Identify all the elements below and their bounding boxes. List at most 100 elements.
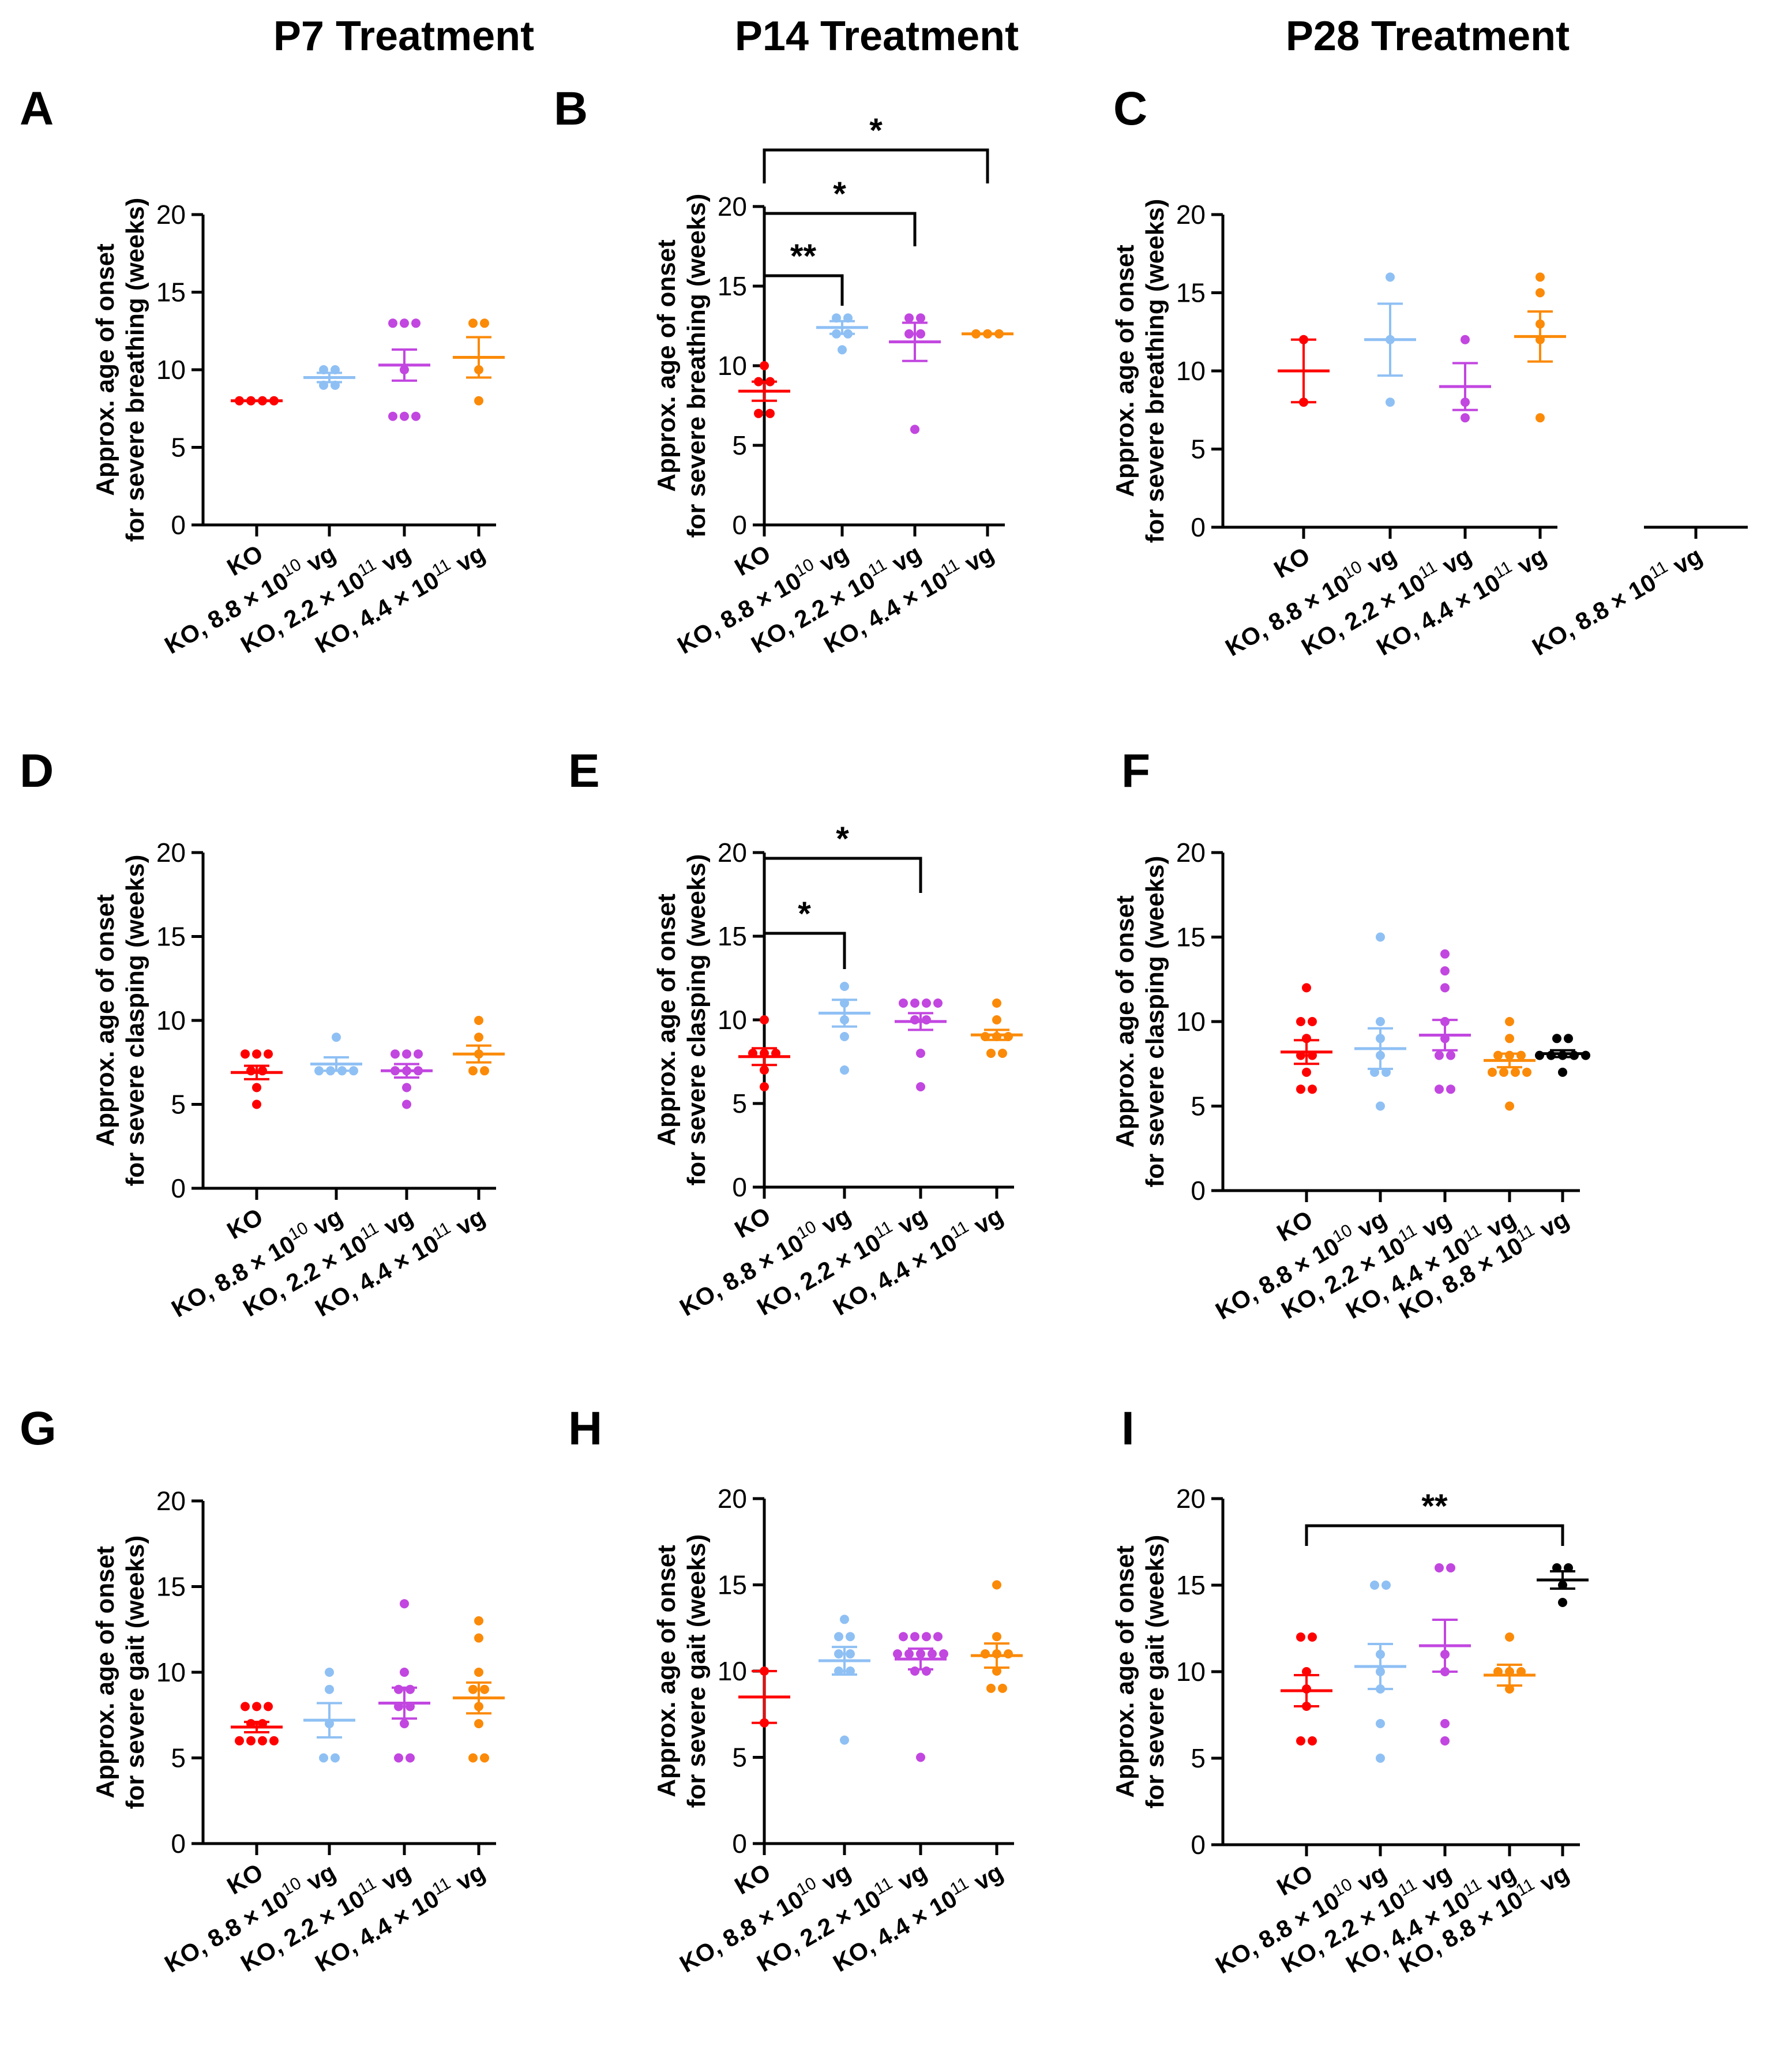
y-tick-label: 5 bbox=[1191, 1091, 1206, 1121]
x-tick-label-suffix: vg bbox=[296, 1858, 340, 1899]
significance-label: * bbox=[798, 895, 811, 933]
data-point bbox=[325, 1684, 334, 1694]
data-point bbox=[916, 1082, 925, 1091]
x-tick-label: KO bbox=[1272, 1205, 1317, 1247]
group-KO: KO bbox=[1272, 1632, 1332, 1901]
x-tick-label-main: KO, 8.8 × 10 bbox=[160, 566, 293, 659]
data-point bbox=[1558, 1598, 1567, 1607]
data-point bbox=[1296, 1632, 1305, 1642]
data-point bbox=[760, 1082, 769, 1091]
data-point bbox=[1505, 1034, 1514, 1043]
x-tick-label-main: KO bbox=[1272, 1859, 1317, 1901]
significance-bracket: ** bbox=[763, 238, 844, 306]
x-tick-label-main: KO bbox=[222, 1858, 267, 1900]
data-point bbox=[246, 1066, 256, 1076]
y-tick-label: 15 bbox=[718, 271, 747, 301]
data-point bbox=[846, 1649, 855, 1659]
data-point bbox=[480, 1066, 489, 1076]
column-header-p28: P28 Treatment bbox=[1285, 13, 1570, 59]
y-axis-label-line: for severe breathing (weeks) bbox=[682, 194, 711, 538]
data-point bbox=[400, 318, 409, 328]
significance-label: ** bbox=[1421, 1488, 1448, 1525]
data-point bbox=[1564, 1034, 1573, 1043]
y-tick-label: 15 bbox=[1176, 1570, 1206, 1600]
x-tick-label-main: KO bbox=[730, 1858, 775, 1900]
y-tick-label: 10 bbox=[718, 1005, 747, 1035]
x-tick-label-suffix: vg bbox=[887, 1202, 931, 1243]
x-tick-label: KO bbox=[222, 1858, 267, 1900]
data-point bbox=[1446, 1050, 1455, 1060]
data-point bbox=[246, 1736, 256, 1746]
group-g44e11: KO, 4.4 × 1011 vg bbox=[828, 999, 1023, 1320]
x-tick-label-main: KO, 4.4 × 10 bbox=[310, 1885, 444, 1977]
y-tick-label: 5 bbox=[171, 1090, 186, 1120]
data-point bbox=[922, 1015, 931, 1024]
y-tick-label: 20 bbox=[1176, 1484, 1206, 1514]
y-axis-label-line: for severe breathing (weeks) bbox=[1141, 199, 1169, 543]
y-tick-label: 20 bbox=[718, 1484, 747, 1514]
group-KO: KO bbox=[730, 1666, 790, 1900]
panel-letter-f: F bbox=[1121, 745, 1151, 797]
data-point bbox=[834, 1632, 843, 1642]
y-axis-label-line: Approx. age of onset bbox=[91, 1546, 119, 1799]
group-KO: KO bbox=[1269, 335, 1330, 583]
y-tick-label: 0 bbox=[1191, 1830, 1206, 1860]
x-tick-label-suffix: vg bbox=[1529, 1859, 1573, 1900]
x-tick-label-suffix: vg bbox=[1432, 542, 1476, 583]
group-g88e10: KO, 8.8 × 1010 vg bbox=[167, 1033, 362, 1322]
y-tick-label: 5 bbox=[1191, 1743, 1206, 1773]
x-tick-label-suffix: vg bbox=[1529, 1205, 1573, 1246]
group-g44e11: KO, 4.4 × 1011 vg bbox=[819, 329, 1013, 658]
data-point bbox=[1440, 1736, 1450, 1746]
x-tick-label-main: KO bbox=[1272, 1205, 1317, 1247]
y-tick-label: 15 bbox=[156, 922, 186, 952]
data-point bbox=[235, 1736, 244, 1746]
y-tick-label: 0 bbox=[732, 510, 747, 540]
y-axis-label-line: for severe gait (weeks) bbox=[1141, 1535, 1169, 1808]
x-tick-label-suffix: vg bbox=[296, 539, 340, 580]
data-point bbox=[332, 1033, 341, 1042]
data-point bbox=[916, 313, 925, 323]
y-axis-label-line: Approx. age of onset bbox=[652, 1545, 681, 1797]
y-tick-label: 0 bbox=[732, 1172, 747, 1202]
y-axis-label: Approx. age of onsetfor severe breathing… bbox=[652, 194, 711, 538]
data-point bbox=[1440, 983, 1450, 993]
data-point bbox=[986, 1049, 996, 1058]
significance-bracket: * bbox=[763, 112, 989, 183]
y-tick-label: 5 bbox=[732, 1088, 747, 1118]
significance-label: * bbox=[833, 175, 846, 213]
data-point bbox=[1488, 1067, 1497, 1077]
x-tick-label: KO bbox=[730, 539, 775, 581]
data-point bbox=[922, 1666, 931, 1676]
data-point bbox=[1296, 1084, 1305, 1094]
y-tick-label: 0 bbox=[1191, 1176, 1206, 1206]
y-tick-label: 0 bbox=[171, 510, 186, 540]
panel-letter-i: I bbox=[1121, 1402, 1135, 1455]
data-point bbox=[904, 1649, 914, 1659]
panel-letter-g: G bbox=[20, 1402, 57, 1455]
group-g22e11: KO, 2.2 × 1011 vg bbox=[238, 1049, 433, 1322]
data-point bbox=[992, 1580, 1001, 1590]
y-axis-label: Approx. age of onsetfor severe breathing… bbox=[1111, 199, 1169, 543]
data-point bbox=[1505, 1101, 1514, 1111]
data-point bbox=[1461, 413, 1470, 423]
data-point bbox=[468, 1066, 478, 1076]
panel-letter-a: A bbox=[20, 82, 54, 135]
y-tick-label: 20 bbox=[156, 200, 186, 230]
y-axis-label: Approx. age of onsetfor severe clasping … bbox=[1111, 856, 1169, 1188]
x-tick-label-suffix: vg bbox=[809, 539, 853, 580]
data-point bbox=[331, 1753, 340, 1763]
data-point bbox=[480, 318, 489, 328]
data-point bbox=[1308, 1017, 1317, 1026]
x-tick-label-suffix: vg bbox=[963, 1858, 1007, 1899]
data-point bbox=[388, 318, 397, 328]
y-tick-label: 5 bbox=[171, 433, 186, 463]
y-tick-label: 20 bbox=[156, 1486, 186, 1516]
data-point bbox=[899, 1632, 908, 1642]
